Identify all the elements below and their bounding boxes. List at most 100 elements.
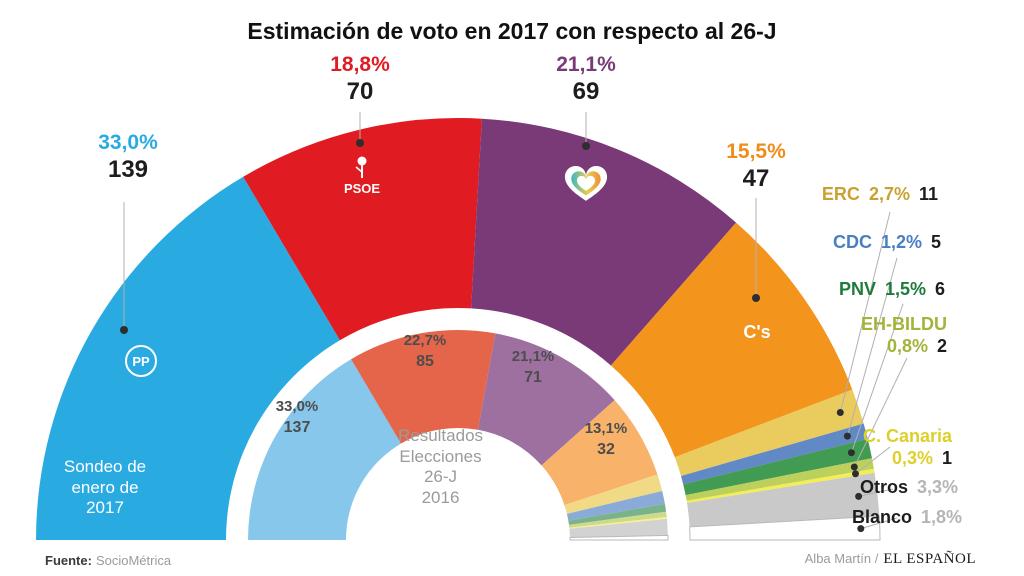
- otros-percent: 3,3%: [916, 477, 958, 497]
- ehbildu-percent: 0,8%: [886, 335, 928, 356]
- inner-cs-percent: 13,1%: [584, 420, 628, 437]
- psoe-rose-icon: [355, 156, 367, 178]
- caption-line: 2016: [421, 488, 460, 508]
- segment-outer-pp: [36, 176, 340, 541]
- inner-pp-percent: 33,0%: [275, 398, 319, 415]
- podemos-percent: 21,1%: [556, 53, 616, 76]
- segment-inner-c-s: [541, 400, 658, 506]
- pp-seats: 139: [107, 155, 149, 183]
- ehbildu-name: EH-BILDU: [861, 314, 947, 334]
- label-ehbildu: EH-BILDU 0,8% 2: [861, 314, 947, 357]
- credit-author: Alba Martín /: [804, 551, 879, 566]
- leader-line: [858, 488, 894, 497]
- source-value: SocioMétrica: [95, 553, 172, 568]
- label-otros: Otros 3,3%: [860, 477, 958, 499]
- label-erc: ERC 2,7% 11: [822, 184, 938, 206]
- inner-podemos-seats: 71: [524, 369, 542, 386]
- caption-line: Resultados: [397, 426, 484, 445]
- inner-cs-seats: 32: [597, 441, 615, 458]
- leader-dot: [582, 142, 590, 150]
- leader-dot: [857, 525, 865, 533]
- leader-dot: [836, 409, 844, 416]
- caption-line: Elecciones: [399, 446, 482, 466]
- ccanaria-name: C. Canaria: [862, 426, 952, 446]
- psoe-percent: 18,8%: [330, 53, 390, 76]
- blanco-percent: 1,8%: [920, 507, 962, 527]
- leader-dot: [843, 432, 851, 440]
- leader-dot: [847, 449, 855, 457]
- inner-ring-caption: Resultados Elecciones 26-J 2016: [368, 426, 513, 509]
- leader-line: [850, 303, 904, 453]
- label-pp: 33,0% 139: [75, 131, 181, 184]
- cdc-percent: 1,2%: [880, 232, 922, 252]
- source: Fuente: SocioMétrica: [45, 553, 171, 568]
- leader-dot: [752, 294, 760, 302]
- ccanaria-percent: 0,3%: [891, 447, 933, 468]
- segment-inner-psoe: [351, 330, 496, 444]
- leader-line: [846, 257, 898, 437]
- leader-line: [839, 211, 891, 413]
- podemos-heart-icon: [576, 175, 596, 191]
- inner-psoe-seats: 85: [416, 353, 434, 370]
- label-ccanaria: C. Canaria 0,3% 1: [863, 426, 952, 469]
- segment-inner-pp: [248, 359, 401, 540]
- leader-line: [853, 357, 908, 468]
- psoe-logo-text: PSOE: [344, 181, 380, 196]
- segment-inner-cdc: [566, 491, 665, 521]
- leader-dot: [855, 492, 863, 500]
- outer-ring-caption: Sondeo de enero de 2017: [40, 457, 170, 519]
- pnv-percent: 1,5%: [884, 279, 926, 299]
- caption-line: 2017: [86, 498, 124, 518]
- cs-percent: 15,5%: [726, 140, 786, 163]
- inner-pp-seats: 137: [283, 419, 311, 436]
- caption-line: Sondeo de: [63, 457, 147, 476]
- leader-dot: [850, 463, 858, 471]
- leader-dot: [356, 139, 364, 147]
- label-pnv: PNV 1,5% 6: [839, 279, 945, 301]
- segment-outer-c-s: [610, 222, 853, 458]
- leader-dot: [852, 470, 859, 478]
- segment-outer-blanco: [689, 515, 881, 541]
- segment-inner-podemos: [477, 333, 615, 466]
- leader-dot: [120, 326, 128, 334]
- erc-seats: 11: [918, 184, 938, 204]
- ccanaria-seats: 1: [941, 447, 952, 468]
- psoe-seats: 70: [346, 77, 374, 105]
- pnv-seats: 6: [934, 279, 945, 299]
- podemos-seats: 69: [572, 77, 600, 105]
- segment-outer-pnv: [683, 438, 872, 496]
- segment-outer-podemos: [471, 118, 737, 366]
- segment-outer-erc: [674, 389, 864, 476]
- leader-line: [855, 446, 891, 475]
- source-label: Fuente:: [45, 553, 92, 568]
- caption-line: 26-J: [423, 467, 458, 487]
- label-cdc: CDC 1,2% 5: [833, 232, 941, 254]
- segment-outer-otros: [687, 472, 880, 527]
- inner-label-podemos: 21,1% 71: [498, 346, 568, 389]
- segment-inner-otros: [569, 518, 668, 538]
- pp-logo-text: PP: [132, 354, 150, 369]
- cdc-name: CDC: [832, 232, 872, 252]
- cdc-seats: 5: [930, 232, 941, 252]
- segment-outer-eh-bildu: [685, 458, 874, 501]
- inner-podemos-percent: 21,1%: [511, 348, 555, 365]
- otros-name: Otros: [859, 477, 908, 497]
- leader-line: [860, 517, 898, 530]
- pp-logo-icon: [125, 345, 157, 377]
- erc-percent: 2,7%: [868, 184, 910, 204]
- label-psoe: 18,8% 70: [307, 53, 413, 106]
- cs-seats: 47: [742, 164, 770, 192]
- label-podemos: 21,1% 69: [533, 53, 639, 106]
- segment-outer-cdc: [681, 423, 868, 485]
- inner-label-pp: 33,0% 137: [262, 396, 332, 439]
- pnv-name: PNV: [838, 279, 876, 299]
- segment-inner-eh-bildu: [569, 511, 667, 528]
- inner-label-cs: 13,1% 32: [571, 418, 641, 461]
- segment-inner-pnv: [568, 503, 667, 525]
- chart-title: Estimación de voto en 2017 con respecto …: [247, 18, 777, 44]
- label-cs: 15,5% 47: [703, 140, 809, 193]
- segment-inner-erc: [564, 474, 663, 514]
- cs-logo-text: C's: [743, 322, 770, 342]
